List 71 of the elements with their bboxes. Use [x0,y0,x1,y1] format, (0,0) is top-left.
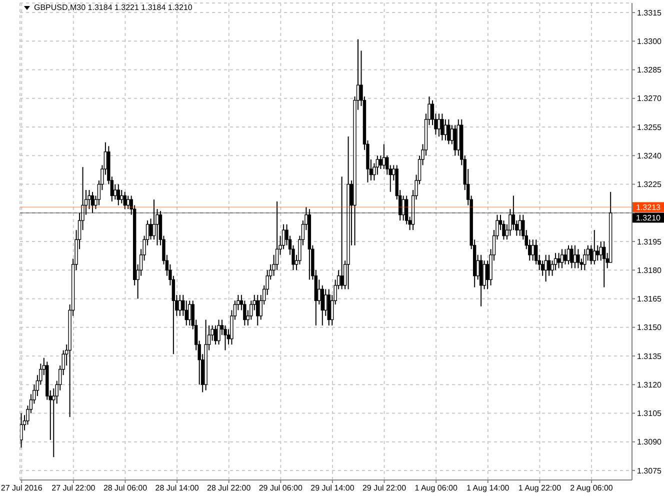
x-tick-label: 29 Jul 06:00 [258,484,304,493]
candlestick [599,241,602,262]
x-tick-label: 29 Jul 14:00 [310,484,355,493]
candlestick [324,288,328,316]
y-tick-label: 1.3105 [637,409,662,418]
candlestick [126,195,130,210]
candlestick [217,319,220,346]
candlestick [437,113,441,138]
x-tick-label: 2 Aug 06:00 [570,484,614,493]
candlestick [544,254,548,282]
x-tick-label: 28 Jul 06:00 [103,484,148,493]
candlestick [382,144,386,170]
chart-title: GBPUSD,M30 1.3184 1.3221 1.3184 1.3210 [34,3,192,13]
y-tick-label: 1.3195 [637,237,662,246]
candlestick [20,412,23,448]
candlestick [120,189,124,204]
y-tick-label: 1.3090 [637,438,662,447]
candlestick [444,118,448,141]
candlestick [90,191,94,214]
y-tick-label: 1.3285 [637,66,662,75]
y-tick-label: 1.3270 [637,94,662,104]
x-tick-label: 28 Jul 14:00 [155,484,200,493]
y-tick-label: 1.3075 [637,466,662,476]
candlestick [566,244,570,265]
y-tick-label: 1.3255 [637,122,662,132]
y-tick-label: 1.3120 [637,380,662,390]
candlestick [188,300,192,326]
candlestick [602,241,606,288]
y-tick-label: 1.3225 [637,180,662,190]
y-tick-label: 1.3300 [637,37,662,46]
candlestick [573,244,577,269]
candlestick [440,113,444,141]
candlestick [116,184,120,206]
candlestick [570,244,574,269]
candlestick [447,118,450,145]
x-tick-label: 1 Aug 06:00 [414,484,458,493]
x-tick-label: 28 Jul 22:00 [207,484,252,493]
candlestick [576,248,580,269]
candlestick [592,230,596,265]
y-tick-label: 1.3180 [637,266,662,275]
candlestick [214,324,218,346]
y-tick-label: 1.3240 [637,151,662,160]
candlestick [123,191,126,210]
x-tick-label: 27 Jul 22:00 [52,484,96,493]
candlestick [340,176,344,290]
y-tick-label: 1.3135 [637,352,662,361]
candlestick [531,239,534,262]
x-tick-label: 1 Aug 14:00 [466,484,510,493]
candlestick [596,244,600,262]
candlestick [518,214,522,236]
candlestick [149,218,152,240]
candlestick [482,260,486,290]
x-tick-label: 27 Jul 2016 [0,484,43,493]
x-tick-label: 1 Aug 22:00 [518,484,562,493]
candlestick [560,248,564,269]
candlestick [379,155,382,170]
candlestick [583,248,586,271]
candlestick [256,294,260,326]
ref-line-label: 1.3210 [636,213,662,222]
y-tick-label: 1.3315 [637,8,662,18]
candlestick [547,254,551,276]
y-tick-label: 1.3165 [637,294,662,304]
ref-line-label: 1.3213 [636,202,662,212]
candlestick [114,184,117,200]
candlestick [557,252,560,269]
candlestick [402,195,405,222]
y-tick-label: 1.3150 [637,323,662,332]
x-tick-label: 29 Jul 22:00 [362,484,407,493]
candlestick [564,248,567,265]
candlestick [454,124,457,156]
candlestick [178,294,182,316]
